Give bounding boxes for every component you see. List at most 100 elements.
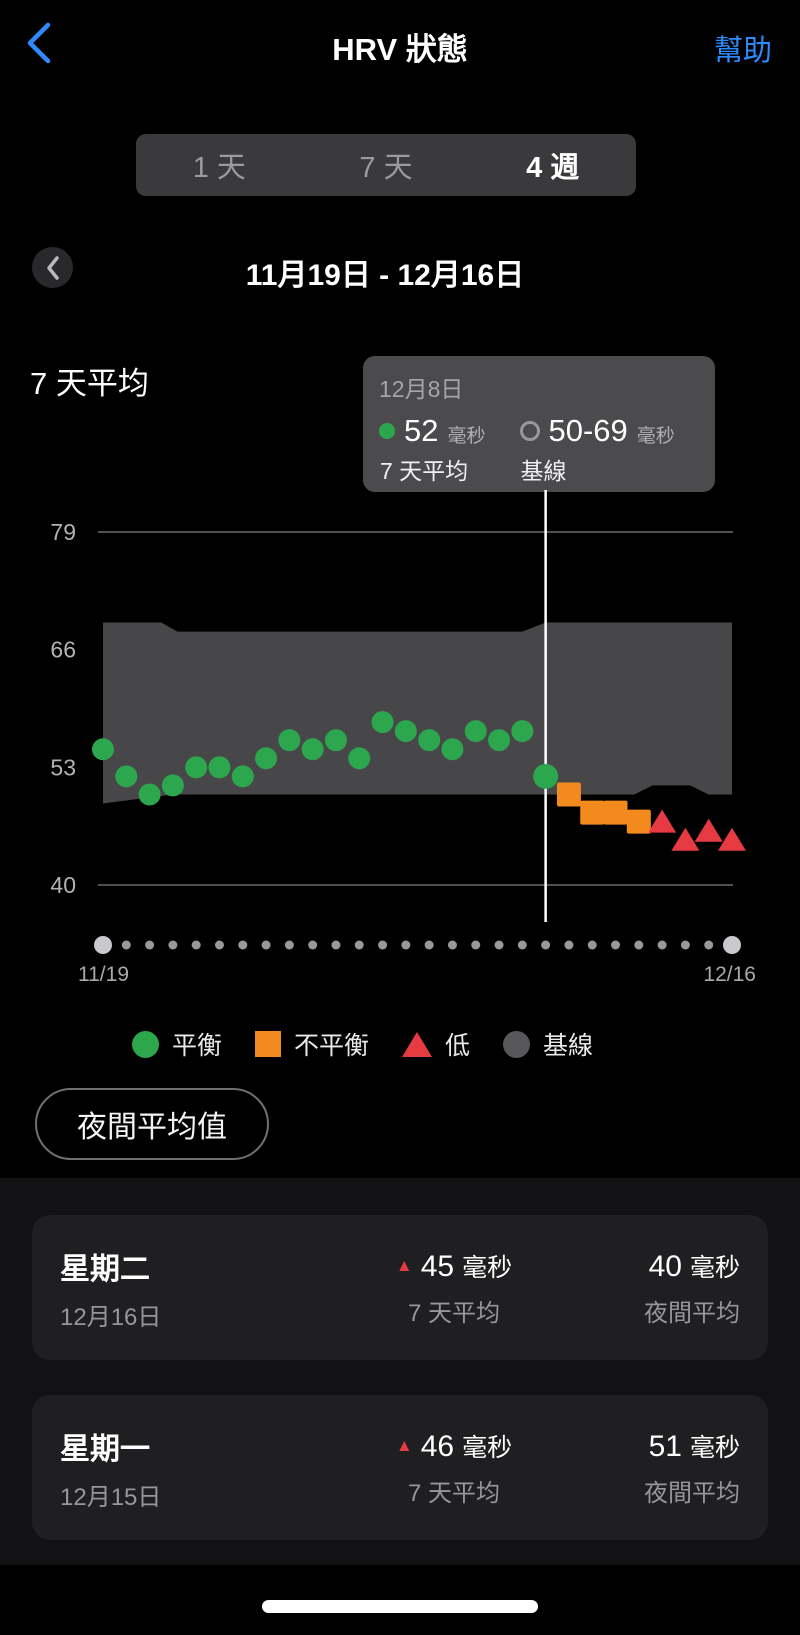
tab-1-day[interactable]: 1 天 bbox=[192, 152, 246, 184]
data-point-unbalanced[interactable] bbox=[580, 800, 605, 825]
axis-day-dot[interactable] bbox=[447, 940, 457, 950]
data-point-balanced[interactable] bbox=[301, 738, 324, 761]
axis-day-dot[interactable] bbox=[214, 940, 224, 950]
axis-day-dot[interactable] bbox=[723, 936, 741, 954]
axis-day-dot[interactable] bbox=[261, 940, 271, 950]
tooltip-baseline-value: 50-69 bbox=[548, 413, 628, 448]
data-point-low[interactable] bbox=[694, 818, 723, 842]
data-point-balanced[interactable] bbox=[92, 738, 114, 761]
axis-day-dot[interactable] bbox=[541, 940, 551, 950]
x-axis-end-label: 12/16 bbox=[703, 963, 756, 986]
y-tick-label: 79 bbox=[50, 519, 76, 545]
data-point-balanced[interactable] bbox=[348, 747, 371, 770]
data-point-unbalanced[interactable] bbox=[626, 809, 651, 834]
card-night-value: 51 bbox=[648, 1429, 682, 1463]
data-point-balanced[interactable] bbox=[488, 729, 511, 752]
unbalanced-legend-icon bbox=[254, 1031, 281, 1057]
legend-item-balanced: 平衡 bbox=[131, 1026, 222, 1062]
data-point-balanced[interactable] bbox=[394, 720, 417, 743]
axis-day-dot[interactable] bbox=[657, 940, 667, 950]
day-card-tuesday[interactable]: 星期二 12月16日 ▲ 45 毫秒 7 天平均 40 毫秒 夜間平均 bbox=[32, 1215, 768, 1360]
data-point-balanced[interactable] bbox=[441, 738, 464, 761]
chevron-left-icon bbox=[46, 255, 59, 280]
card-night-value: 40 bbox=[648, 1249, 682, 1283]
data-point-balanced[interactable] bbox=[371, 711, 394, 734]
legend-item-low: 低 bbox=[402, 1026, 470, 1062]
legend-balanced-label: 平衡 bbox=[171, 1032, 222, 1060]
tab-4-week[interactable]: 4 週 bbox=[526, 152, 580, 184]
baseline-legend-icon bbox=[503, 1030, 531, 1058]
chart-section-label: 7 天平均 bbox=[30, 366, 149, 401]
data-point-low[interactable] bbox=[648, 809, 677, 833]
data-point-balanced[interactable] bbox=[208, 756, 231, 779]
axis-day-dot[interactable] bbox=[471, 940, 481, 950]
data-point-balanced[interactable] bbox=[161, 774, 184, 797]
y-tick-label: 66 bbox=[50, 637, 76, 663]
data-point-balanced[interactable] bbox=[464, 720, 487, 743]
axis-day-dot[interactable] bbox=[284, 940, 294, 950]
home-indicator[interactable] bbox=[262, 1600, 538, 1613]
help-button[interactable]: 幫助 bbox=[713, 35, 772, 67]
low-triangle-icon: ▲ bbox=[395, 1255, 413, 1275]
baseline-ring-icon bbox=[519, 421, 540, 441]
chart-legend: 平衡 不平衡 低 基線 bbox=[0, 1024, 725, 1064]
data-point-unbalanced[interactable] bbox=[603, 800, 628, 825]
data-point-balanced[interactable] bbox=[231, 765, 254, 788]
card-night-label: 夜間平均 bbox=[644, 1299, 740, 1327]
axis-day-dot[interactable] bbox=[191, 940, 201, 950]
axis-day-dot[interactable] bbox=[145, 940, 155, 950]
data-point-balanced[interactable] bbox=[511, 720, 534, 743]
axis-day-dot[interactable] bbox=[308, 940, 318, 950]
legend-unbalanced-label: 不平衡 bbox=[293, 1032, 369, 1060]
page-title: HRV 狀態 bbox=[332, 32, 468, 67]
date-range-label: 11月19日 - 12月16日 bbox=[245, 259, 525, 292]
chart-tooltip: 12月8日 52 毫秒 7 天平均 50-69 毫秒 基線 bbox=[363, 356, 715, 492]
axis-day-dot[interactable] bbox=[378, 940, 388, 950]
axis-day-dot[interactable] bbox=[517, 940, 527, 950]
data-point-low[interactable] bbox=[718, 827, 746, 851]
card-night-unit: 毫秒 bbox=[689, 1253, 740, 1282]
data-point-balanced[interactable] bbox=[324, 729, 347, 752]
back-chevron-icon bbox=[27, 22, 51, 64]
axis-day-dot[interactable] bbox=[121, 940, 131, 950]
data-point-balanced[interactable] bbox=[255, 747, 278, 770]
axis-day-dot[interactable] bbox=[424, 940, 434, 950]
data-point-low[interactable] bbox=[671, 827, 700, 851]
legend-item-unbalanced: 不平衡 bbox=[254, 1026, 369, 1062]
tab-7-day[interactable]: 7 天 bbox=[359, 152, 413, 184]
axis-day-dot[interactable] bbox=[611, 940, 621, 950]
card-date: 12月15日 bbox=[60, 1483, 162, 1511]
data-point-balanced[interactable] bbox=[185, 756, 208, 779]
data-point-balanced[interactable] bbox=[115, 765, 138, 788]
card-avg-value: 46 bbox=[420, 1429, 455, 1463]
night-average-button[interactable]: 夜間平均值 bbox=[35, 1088, 269, 1160]
tooltip-baseline-label: 基線 bbox=[520, 458, 567, 484]
data-point-balanced[interactable] bbox=[138, 783, 161, 806]
axis-day-dot[interactable] bbox=[331, 940, 341, 950]
axis-day-dot[interactable] bbox=[704, 940, 714, 950]
card-avg-label: 7 天平均 bbox=[407, 1479, 500, 1507]
card-day-name: 星期一 bbox=[60, 1432, 150, 1466]
axis-day-dot[interactable] bbox=[354, 940, 364, 950]
balanced-legend-icon bbox=[131, 1030, 159, 1058]
axis-day-dot[interactable] bbox=[564, 940, 574, 950]
data-point-balanced[interactable] bbox=[278, 729, 301, 752]
axis-day-dot[interactable] bbox=[494, 940, 504, 950]
day-card-monday[interactable]: 星期一 12月15日 ▲ 46 毫秒 7 天平均 51 毫秒 夜間平均 bbox=[32, 1395, 768, 1540]
axis-day-dot[interactable] bbox=[634, 940, 644, 950]
hrv-chart[interactable]: 79 66 53 40 11/19 12/16 bbox=[0, 488, 800, 990]
axis-day-dot[interactable] bbox=[168, 940, 178, 950]
data-point-balanced[interactable] bbox=[533, 763, 559, 789]
axis-day-dot[interactable] bbox=[94, 936, 112, 954]
previous-period-button[interactable] bbox=[32, 247, 73, 288]
axis-day-dot[interactable] bbox=[401, 940, 411, 950]
axis-day-dot[interactable] bbox=[587, 940, 597, 950]
low-legend-icon bbox=[402, 1031, 432, 1057]
axis-day-dot[interactable] bbox=[680, 940, 690, 950]
back-button[interactable] bbox=[22, 18, 56, 68]
tooltip-baseline-unit: 毫秒 bbox=[636, 425, 675, 447]
data-point-unbalanced[interactable] bbox=[556, 782, 581, 807]
tooltip-avg-value: 52 bbox=[404, 413, 439, 448]
data-point-balanced[interactable] bbox=[418, 729, 441, 752]
axis-day-dot[interactable] bbox=[238, 940, 248, 950]
